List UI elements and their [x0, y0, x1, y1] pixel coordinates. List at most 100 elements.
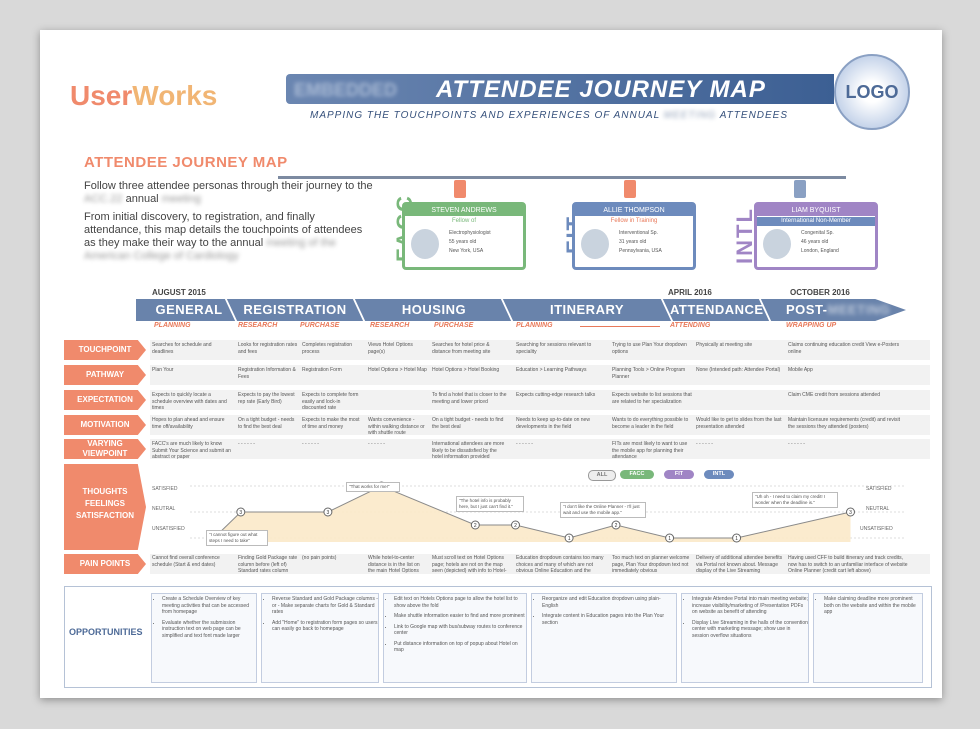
- page-subtitle: MAPPING THE TOUCHPOINTS AND EXPERIENCES …: [310, 110, 789, 121]
- cell-viewpoint-8: - - - - - -: [788, 441, 805, 447]
- phase-itinerary: ITINERARY: [549, 302, 625, 317]
- cell-pathway-5: Education > Learning Pathways: [516, 367, 587, 373]
- opportunity-item: Link to Google map with bus/subway route…: [394, 624, 526, 637]
- emotion-point: [732, 533, 742, 543]
- cell-motivation-4: On a tight budget - needs to find the be…: [432, 417, 504, 430]
- lanyard-icon: [794, 180, 806, 198]
- emotion-point-label: 3: [849, 510, 852, 516]
- cell-pain-8: Having used CFF to build itinerary and t…: [788, 555, 908, 573]
- opportunity-item: Add "Home" to registration form pages so…: [272, 620, 378, 633]
- emotion-point-label: 1: [668, 536, 671, 542]
- persona-card-facc: STEVEN ANDREWS Fellow of Electrophysiolo…: [402, 202, 526, 270]
- intro-text: Follow three attendee personas through t…: [84, 180, 373, 262]
- emotion-chart: 13352212113: [64, 462, 930, 550]
- opportunity-item: Create a Schedule Overview of key meetin…: [162, 596, 256, 616]
- phase-arrow-band: [136, 299, 906, 321]
- intro-heading: ATTENDEE JOURNEY MAP: [84, 154, 288, 171]
- row-band: [150, 439, 930, 459]
- cell-expectation-5: Expects cutting-edge research talks: [516, 392, 596, 398]
- page-title: ATTENDEE JOURNEY MAP: [436, 76, 766, 103]
- emotion-point: [846, 507, 855, 517]
- opportunity-item: Reorganize and edit Education dropdown u…: [542, 596, 676, 609]
- persona-card-fit: ALLIE THOMPSON Fellow in Training Interv…: [572, 202, 696, 270]
- cell-pathway-0: Plan Your: [152, 367, 174, 373]
- lanyard-icon: [624, 180, 636, 198]
- emotion-point-label: 2: [474, 523, 477, 529]
- cell-expectation-3: [368, 392, 428, 410]
- cell-pain-6: Too much text on planner welcome page, P…: [612, 555, 690, 573]
- cell-expectation-7: [696, 392, 784, 410]
- legend-fit: FIT: [664, 470, 694, 479]
- cell-pain-4: Must scroll text on Hotel Options page; …: [432, 555, 507, 573]
- opportunity-column-3: Reorganize and edit Education dropdown u…: [531, 593, 677, 683]
- quote-bubble: "The hotel info is probably here, but I …: [456, 496, 524, 512]
- avatar: [763, 229, 791, 259]
- cell-touchpoint-3: Views Hotel Options page(s): [368, 342, 413, 355]
- cell-viewpoint-7: - - - - - -: [696, 441, 713, 447]
- row-band: [150, 554, 930, 574]
- emotion-point: [611, 520, 621, 530]
- cell-pain-1: Finding Gold Package rate column before …: [238, 555, 298, 573]
- opportunity-column-1: Reverse Standard and Gold Package column…: [261, 593, 379, 683]
- quote-bubble: "Uh oh - I need to claim my credit! I wo…: [752, 492, 838, 508]
- phase-attendance: ATTENDANCE: [670, 302, 764, 317]
- phase-post: POST-MEETING: [786, 302, 891, 317]
- divider: [278, 176, 846, 179]
- row-band: [150, 340, 930, 360]
- cell-motivation-2: Expects to make the most of time and mon…: [302, 417, 360, 430]
- opportunity-item: Edit text on Hotels Options page to allo…: [394, 596, 526, 609]
- quote-bubble: "That works for me!": [346, 482, 400, 492]
- phase-housing: HOUSING: [401, 302, 467, 317]
- cell-pathway-3: Hotel Options > Hotel Map: [368, 367, 427, 373]
- row-label-motivation: MOTIVATION: [64, 415, 146, 435]
- avatar: [411, 229, 439, 259]
- opportunity-item: Evaluate whether the submission instruct…: [162, 620, 256, 640]
- row-band: [150, 365, 930, 385]
- scale-neutral: NEUTRAL: [152, 506, 176, 512]
- cell-expectation-8: Claim CME credit from sessions attended: [788, 392, 880, 398]
- cell-motivation-0: Hopes to plan ahead and ensure time off/…: [152, 417, 225, 430]
- opportunity-column-2: Edit text on Hotels Options page to allo…: [383, 593, 527, 683]
- cell-touchpoint-5: Searching for sessions relevant to speci…: [516, 342, 592, 355]
- cell-expectation-1: Expects to pay the lowest rep rate (Earl…: [238, 392, 295, 405]
- cell-pain-7: Delivery of additional attendee benefits…: [696, 555, 783, 573]
- opportunity-column-0: Create a Schedule Overview of key meetin…: [151, 593, 257, 683]
- emotion-point: [665, 533, 675, 543]
- journey-map-sheet: UserWWorksorks EMBEDDED ATTENDEE JOURNEY…: [40, 30, 942, 698]
- cell-pathway-6: Planning Tools > Online Program Planner: [612, 367, 686, 380]
- scale-unsatisfied: UNSATISFIED: [152, 526, 185, 532]
- opportunities-panel: OPPORTUNITIES Create a Schedule Overview…: [64, 586, 932, 688]
- lanyard-icon: [454, 180, 466, 198]
- cell-pathway-2: Registration Form: [302, 367, 342, 373]
- subphase-arrow: [580, 326, 660, 327]
- cell-pain-0: Cannot find overall conference schedule …: [152, 555, 220, 568]
- cell-motivation-6: Wants to do everything possible to becom…: [612, 417, 689, 430]
- row-label-thoughts: THOUGHTS FEELINGS SATISFACTION: [64, 464, 146, 550]
- scale-unsatisfied-right: UNSATISFIED: [860, 526, 893, 532]
- row-label-pain-points: PAIN POINTS: [64, 554, 146, 574]
- cell-pathway-7: None (Intended path: Attendee Portal): [696, 367, 781, 373]
- subphase: ATTENDING: [670, 322, 711, 329]
- avatar: [581, 229, 609, 259]
- opportunity-item: Put distance information on top of popup…: [394, 641, 526, 654]
- opportunity-item: Make shuttle information easier to find …: [394, 613, 526, 620]
- cell-touchpoint-1: Looks for registration rates and fees: [238, 342, 298, 355]
- cell-motivation-8: Maintain licensure requirements (credit)…: [788, 417, 900, 430]
- cell-pathway-1: Registration Information & Fees: [238, 367, 296, 380]
- emotion-point: [564, 533, 574, 543]
- emotion-point: [323, 507, 333, 517]
- row-band: [150, 390, 930, 410]
- cell-pain-3: While hotel-to-center distance is in the…: [368, 555, 420, 573]
- emotion-point-label: 2: [615, 523, 618, 529]
- opportunity-item: Make claiming deadline more prominent bo…: [824, 596, 922, 616]
- cell-expectation-2: Expects to complete form easily and lock…: [302, 392, 359, 410]
- cell-pain-2: (no pain points): [302, 555, 337, 561]
- cell-viewpoint-2: - - - - - -: [302, 441, 319, 447]
- subphase: PURCHASE: [434, 322, 474, 329]
- cell-viewpoint-6: FITs are most likely to want to use the …: [612, 441, 688, 459]
- cell-touchpoint-8: Claims continuing education credit View …: [788, 342, 900, 355]
- opportunity-item: Integrate Attendee Portal into main meet…: [692, 596, 808, 616]
- emotion-area: [214, 486, 851, 542]
- userworks-logo: UserWWorksorks: [70, 80, 218, 111]
- emotion-point: [470, 520, 480, 530]
